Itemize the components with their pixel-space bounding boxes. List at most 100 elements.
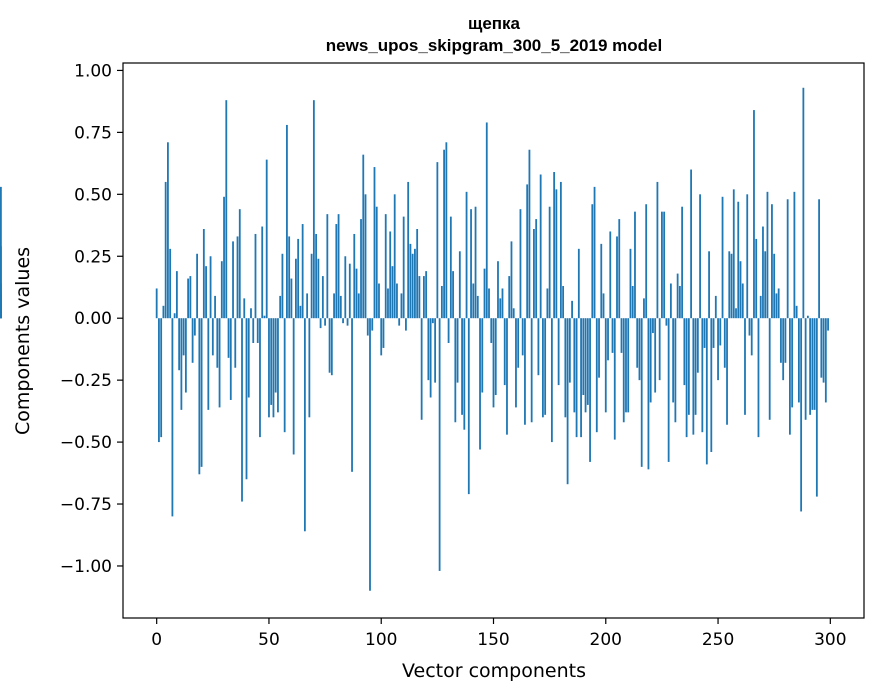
bar — [524, 318, 526, 425]
bar — [351, 318, 353, 472]
bar — [422, 276, 425, 319]
bar — [616, 236, 618, 319]
bar — [241, 318, 243, 502]
bar — [613, 318, 616, 440]
y-tick-label: −0.75 — [60, 495, 112, 515]
bar — [739, 261, 742, 319]
bar — [627, 318, 630, 413]
bar — [346, 318, 349, 326]
bar — [281, 253, 284, 319]
bar — [375, 206, 378, 319]
bar — [654, 318, 657, 393]
bar — [339, 295, 342, 319]
bar — [652, 318, 654, 334]
bar — [252, 318, 255, 343]
bar — [434, 318, 437, 383]
bar — [730, 253, 733, 319]
bar — [324, 318, 326, 326]
bar — [169, 248, 172, 319]
bar — [564, 318, 567, 418]
bar — [685, 318, 688, 438]
bar — [449, 216, 452, 319]
bar — [180, 318, 183, 410]
bar — [330, 318, 333, 376]
bar — [184, 318, 187, 393]
bar — [643, 298, 645, 319]
bar — [418, 276, 421, 319]
bar — [528, 149, 531, 319]
bar — [806, 315, 809, 319]
bar — [274, 318, 277, 393]
bar — [223, 196, 225, 319]
bar — [396, 283, 398, 319]
bar — [373, 167, 376, 319]
bar — [463, 318, 466, 430]
bar — [582, 318, 585, 396]
bar — [593, 186, 596, 319]
bar — [391, 266, 394, 319]
bar — [609, 231, 612, 319]
bar — [683, 318, 686, 386]
bar — [512, 308, 515, 319]
x-axis-label: Vector components — [402, 660, 586, 682]
bar — [299, 305, 302, 319]
bar — [283, 318, 286, 433]
bar — [634, 211, 636, 319]
bar — [661, 211, 663, 319]
bar — [427, 318, 430, 381]
x-tick-label: 50 — [258, 630, 280, 650]
bar — [548, 206, 551, 319]
bar — [220, 261, 223, 319]
bar — [189, 276, 192, 319]
bar — [436, 162, 439, 319]
bar — [490, 318, 493, 343]
bar — [638, 318, 641, 381]
bar — [517, 318, 520, 368]
bar — [647, 318, 650, 470]
x-tick-label: 0 — [151, 630, 162, 650]
bar — [456, 318, 459, 383]
bar — [348, 263, 351, 319]
bar — [209, 256, 212, 319]
bar — [256, 318, 259, 343]
bar — [813, 318, 816, 410]
bar — [656, 181, 659, 319]
bar — [247, 318, 250, 398]
bar — [773, 253, 776, 319]
bar — [714, 295, 717, 319]
bar — [690, 169, 692, 319]
bar — [458, 251, 461, 319]
bar — [710, 318, 713, 452]
bar — [701, 318, 704, 433]
bar — [360, 219, 362, 319]
bar — [465, 191, 468, 319]
chart-subtitle: news_upos_skipgram_300_5_2019 model — [326, 36, 662, 55]
bar — [721, 196, 724, 319]
bar — [288, 236, 291, 319]
bar — [400, 293, 403, 319]
bar — [764, 251, 767, 319]
bar — [687, 318, 690, 415]
bar — [187, 278, 190, 319]
bar — [611, 318, 614, 353]
bar — [530, 318, 533, 423]
bar — [550, 318, 553, 443]
bar — [335, 224, 338, 319]
bar — [519, 209, 522, 319]
bar — [443, 149, 445, 319]
bar — [793, 191, 796, 319]
bar — [193, 318, 196, 336]
y-tick-label: −1.00 — [60, 557, 112, 577]
bar — [600, 243, 603, 319]
bar — [575, 318, 578, 438]
bar — [467, 318, 470, 495]
bar — [232, 241, 234, 319]
bar — [303, 318, 306, 532]
y-tick-label: 0.25 — [74, 247, 112, 267]
bar — [312, 100, 315, 319]
bar — [737, 201, 740, 319]
bar — [398, 318, 401, 326]
bar — [755, 238, 758, 319]
bar — [414, 248, 416, 319]
bar — [321, 276, 324, 319]
